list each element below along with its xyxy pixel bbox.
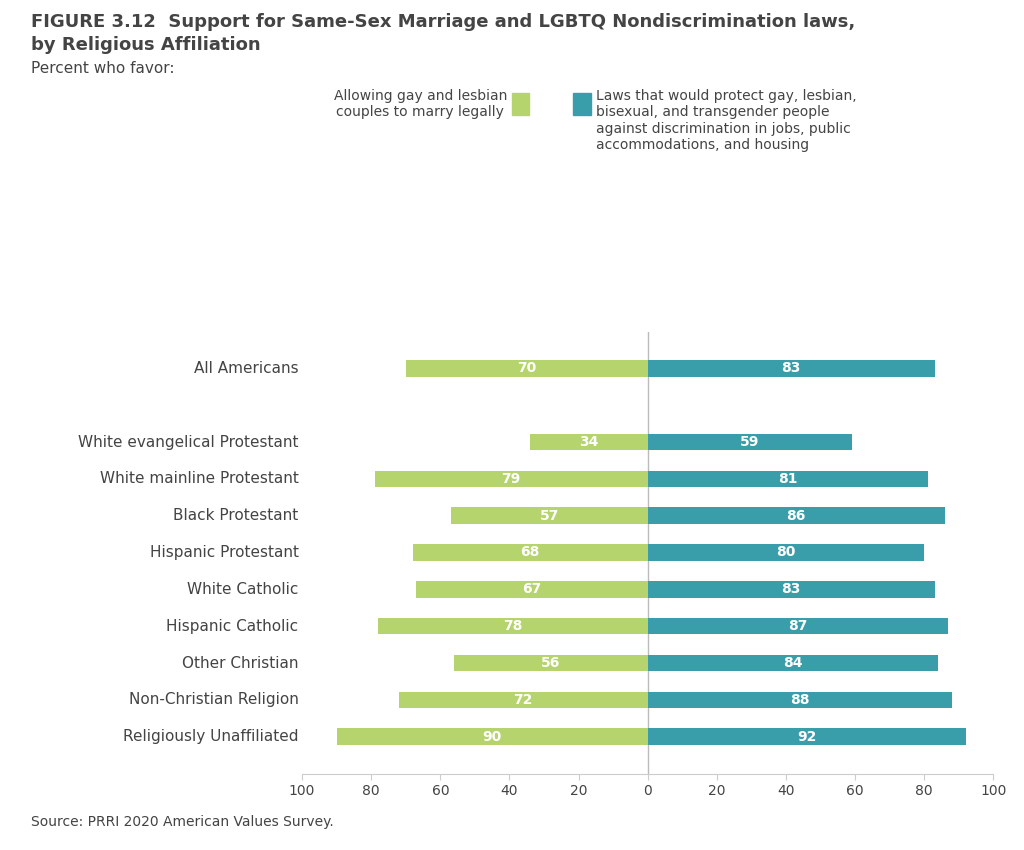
Text: White evangelical Protestant: White evangelical Protestant [78,434,299,450]
Text: 70: 70 [517,361,537,376]
Bar [451,507,648,524]
Text: Religiously Unaffiliated: Religiously Unaffiliated [123,729,299,744]
Bar [648,544,925,561]
Text: 83: 83 [781,361,801,376]
Text: 34: 34 [580,435,599,449]
Text: 81: 81 [778,472,798,486]
Text: 80: 80 [776,546,796,559]
Text: 67: 67 [522,582,542,597]
Text: 56: 56 [542,656,560,670]
Text: 86: 86 [786,508,806,523]
Bar [416,581,648,598]
Bar [399,692,648,708]
Text: 79: 79 [502,472,521,486]
Text: 88: 88 [790,693,810,707]
Bar [378,618,648,634]
Bar [530,434,648,450]
Bar [648,360,935,377]
Text: White mainline Protestant: White mainline Protestant [99,472,299,486]
Text: Laws that would protect gay, lesbian,
bisexual, and transgender people
against d: Laws that would protect gay, lesbian, bi… [596,89,857,152]
Text: 90: 90 [482,729,502,744]
Text: 84: 84 [783,656,803,670]
Text: 92: 92 [797,729,816,744]
Text: by Religious Affiliation: by Religious Affiliation [31,36,260,54]
Bar [375,471,648,487]
Text: All Americans: All Americans [194,361,299,376]
Text: Black Protestant: Black Protestant [173,508,299,523]
Bar [648,618,948,634]
Text: 83: 83 [781,582,801,597]
Bar [413,544,648,561]
Text: 57: 57 [540,508,559,523]
Text: Hispanic Catholic: Hispanic Catholic [167,619,299,633]
Bar [648,654,938,672]
Bar [455,654,648,672]
Text: 78: 78 [503,619,522,633]
Text: Percent who favor:: Percent who favor: [31,61,174,76]
Bar [648,471,928,487]
Bar [648,692,952,708]
Bar [648,728,966,745]
Text: 72: 72 [514,693,532,707]
Text: Allowing gay and lesbian
couples to marry legally: Allowing gay and lesbian couples to marr… [334,89,507,120]
Text: Other Christian: Other Christian [182,655,299,671]
Text: 59: 59 [740,435,760,449]
Bar [406,360,648,377]
Text: Hispanic Protestant: Hispanic Protestant [150,545,299,560]
Text: Non-Christian Religion: Non-Christian Religion [129,693,299,707]
Text: 68: 68 [520,546,540,559]
Text: White Catholic: White Catholic [187,582,299,597]
Text: FIGURE 3.12  Support for Same-Sex Marriage and LGBTQ Nondiscrimination laws,: FIGURE 3.12 Support for Same-Sex Marriag… [31,13,855,31]
Bar [648,434,852,450]
Bar [648,581,935,598]
Bar [337,728,648,745]
Text: 87: 87 [788,619,808,633]
Text: Source: PRRI 2020 American Values Survey.: Source: PRRI 2020 American Values Survey… [31,815,334,829]
Bar [648,507,945,524]
